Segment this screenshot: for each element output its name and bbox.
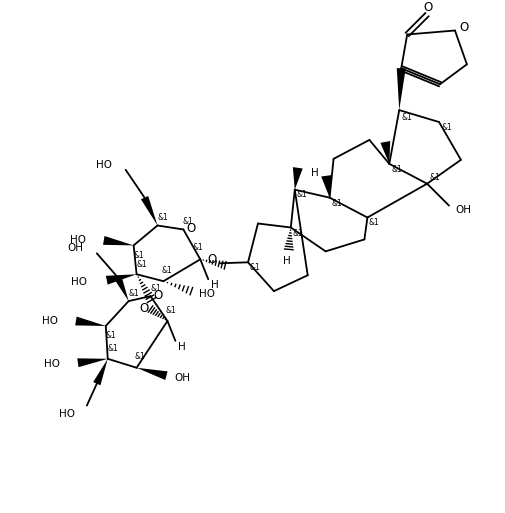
Polygon shape [106, 274, 136, 285]
Text: &1: &1 [401, 112, 412, 122]
Text: &1: &1 [136, 260, 146, 269]
Polygon shape [292, 167, 302, 190]
Text: OH: OH [174, 373, 190, 383]
Text: HO: HO [71, 277, 87, 287]
Text: &1: &1 [296, 190, 307, 199]
Text: &1: &1 [441, 123, 451, 131]
Text: &1: &1 [133, 251, 144, 260]
Polygon shape [77, 359, 108, 367]
Text: O: O [423, 1, 432, 14]
Text: &1: &1 [368, 218, 379, 227]
Text: H: H [178, 342, 186, 352]
Text: HO: HO [44, 359, 60, 369]
Polygon shape [114, 275, 128, 301]
Text: &1: &1 [161, 266, 172, 275]
Text: &1: &1 [150, 284, 161, 293]
Text: &1: &1 [183, 217, 193, 226]
Text: &1: &1 [105, 331, 116, 341]
Text: O: O [207, 253, 217, 266]
Text: H: H [310, 168, 318, 178]
Text: OH: OH [454, 205, 470, 214]
Polygon shape [103, 236, 133, 245]
Text: HO: HO [59, 408, 75, 419]
Text: &1: &1 [192, 243, 203, 252]
Polygon shape [380, 141, 389, 164]
Polygon shape [93, 359, 108, 385]
Text: O: O [139, 302, 148, 314]
Text: HO: HO [95, 160, 112, 170]
Polygon shape [141, 196, 157, 226]
Text: HO: HO [42, 316, 58, 326]
Text: &1: &1 [331, 199, 341, 208]
Text: &1: &1 [292, 229, 302, 238]
Text: &1: &1 [429, 173, 439, 182]
Text: &1: &1 [391, 165, 402, 174]
Text: HO: HO [199, 289, 215, 299]
Polygon shape [136, 368, 167, 380]
Text: O: O [154, 289, 163, 302]
Text: OH: OH [67, 243, 83, 253]
Text: &1: &1 [107, 344, 118, 353]
Text: H: H [211, 280, 219, 290]
Text: O: O [459, 21, 468, 34]
Text: &1: &1 [134, 352, 144, 361]
Polygon shape [75, 317, 106, 326]
Text: &1: &1 [249, 263, 260, 272]
Polygon shape [321, 175, 331, 198]
Text: &1: &1 [157, 213, 168, 222]
Polygon shape [396, 68, 405, 110]
Text: HO: HO [70, 235, 86, 245]
Text: &1: &1 [165, 306, 175, 314]
Text: H: H [282, 256, 290, 266]
Text: &1: &1 [128, 289, 139, 298]
Text: O: O [186, 222, 195, 235]
